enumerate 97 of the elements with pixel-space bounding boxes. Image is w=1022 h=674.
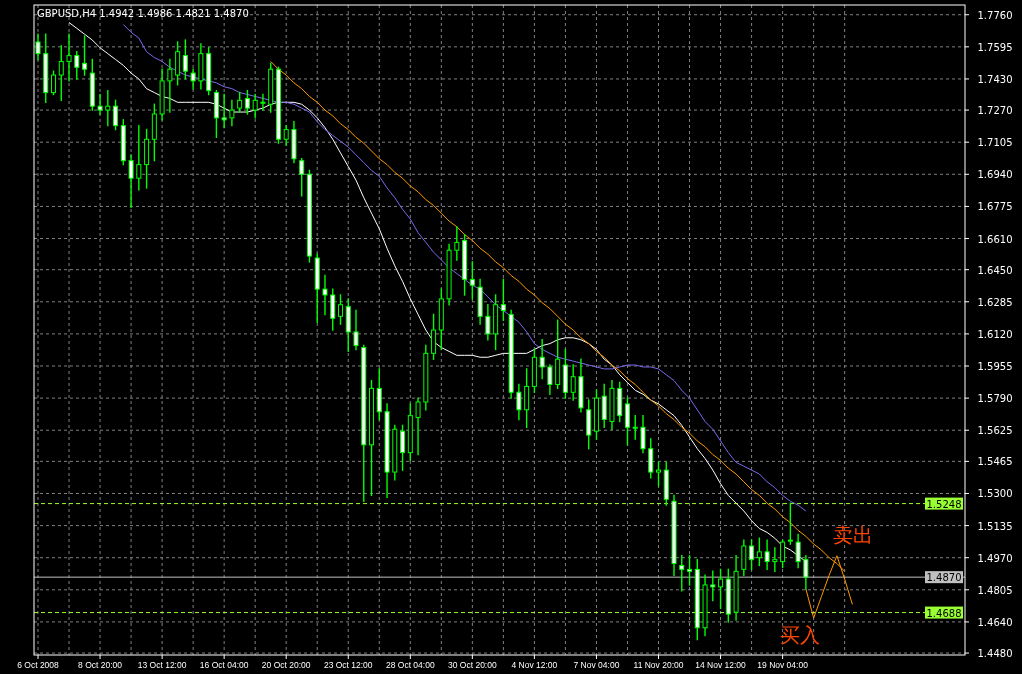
x-tick-label: 30 Oct 20:00 <box>448 660 497 670</box>
candlestick <box>500 278 506 321</box>
y-tick-label: 1.5955 <box>977 361 1013 372</box>
candlestick <box>469 261 475 300</box>
candlestick <box>632 414 638 440</box>
candlestick <box>260 93 266 111</box>
y-tick-label: 1.4640 <box>977 616 1013 628</box>
candlestick <box>741 539 747 576</box>
y-tick-label: 1.6450 <box>977 264 1013 276</box>
candlestick <box>105 89 111 127</box>
annotation: 卖出 <box>832 522 873 547</box>
y-tick-label: 1.5300 <box>977 488 1013 500</box>
candlestick <box>221 93 227 129</box>
candlestick <box>756 537 762 567</box>
chart-title: GBPUSD,H4 1.4942 1.4986 1.4821 1.4870 <box>37 8 249 19</box>
ref-line-label: 1.4688 <box>926 607 962 619</box>
candlestick <box>648 438 654 479</box>
x-tick-label: 14 Nov 12:00 <box>695 660 747 670</box>
candlestick <box>772 547 778 573</box>
candlestick <box>113 99 119 131</box>
y-tick-label: 1.6775 <box>977 201 1013 213</box>
candlestick <box>283 124 289 146</box>
candlestick <box>353 309 359 351</box>
y-tick-label: 1.7760 <box>977 9 1013 21</box>
y-tick-label: 1.7105 <box>977 137 1013 149</box>
annotation: 买入 <box>779 623 820 648</box>
candlestick <box>415 397 421 456</box>
x-tick-label: 20 Oct 20:00 <box>261 660 311 670</box>
candlestick <box>485 304 491 341</box>
y-tick-label: 1.7595 <box>977 41 1013 53</box>
y-tick-label: 1.6610 <box>977 233 1013 245</box>
x-tick-label: 4 Nov 12:00 <box>511 660 558 670</box>
line-series <box>122 23 807 512</box>
candlestick <box>749 539 755 571</box>
candlestick <box>182 39 188 80</box>
x-tick-label: 13 Oct 12:00 <box>137 660 187 670</box>
candlestick <box>322 274 328 316</box>
candlestick <box>167 58 173 113</box>
candlestick <box>376 368 382 421</box>
candlestick <box>624 397 630 446</box>
candlestick <box>136 124 142 191</box>
y-tick-label: 1.5790 <box>977 393 1013 405</box>
y-tick-label: 1.4970 <box>977 552 1013 564</box>
candlestick <box>780 539 786 569</box>
y-tick-label: 1.6120 <box>977 328 1013 340</box>
candlestick <box>190 68 196 90</box>
y-tick-label: 1.6285 <box>977 296 1013 308</box>
x-tick-label: 11 Nov 20:00 <box>633 660 684 670</box>
y-tick-label: 1.5465 <box>977 456 1013 468</box>
y-tick-label: 1.5625 <box>977 425 1013 437</box>
candlestick <box>244 89 250 115</box>
x-tick-label: 8 Oct 20:00 <box>78 660 123 670</box>
ref-line-label: 1.5248 <box>926 498 962 510</box>
ref-line-label: 1.4870 <box>926 572 962 584</box>
y-tick-label: 1.7430 <box>977 73 1013 85</box>
candlestick <box>237 91 243 113</box>
candlestick <box>547 364 553 395</box>
x-tick-label: 6 Oct 2008 <box>17 660 60 670</box>
candlestick <box>539 339 545 380</box>
candlestick <box>570 364 576 401</box>
x-tick-label: 16 Oct 04:00 <box>199 660 249 670</box>
candlestick <box>82 35 88 76</box>
candlestick <box>252 93 258 119</box>
candlestick <box>524 368 530 429</box>
candlestick <box>516 383 522 421</box>
candlestick <box>431 313 437 360</box>
candlestick <box>229 99 235 127</box>
candlestick <box>679 555 685 592</box>
x-tick-label: 23 Oct 12:00 <box>323 660 373 670</box>
candlestick <box>400 424 406 471</box>
y-tick-label: 1.5135 <box>977 520 1013 532</box>
candlestick <box>787 502 793 545</box>
candlestick <box>454 226 460 261</box>
candlestick <box>338 294 343 325</box>
x-tick-label: 19 Nov 04:00 <box>757 660 809 670</box>
x-tick-label: 28 Oct 04:00 <box>385 660 435 670</box>
candlestick <box>718 568 724 609</box>
candlestick <box>710 570 716 602</box>
candlestick <box>764 539 770 571</box>
candlestick <box>66 33 72 82</box>
y-tick-label: 1.7270 <box>977 105 1013 117</box>
candlestick <box>330 288 336 331</box>
candlestick <box>58 45 64 102</box>
candlestick <box>51 70 57 96</box>
candlestick <box>175 41 181 86</box>
candlestick <box>128 154 134 209</box>
candlestick <box>97 93 103 115</box>
candlestick <box>656 461 661 487</box>
candlestick <box>74 51 80 80</box>
candlestick <box>601 383 607 429</box>
y-tick-label: 1.4805 <box>977 584 1013 596</box>
candlestick <box>687 555 693 586</box>
y-tick-label: 1.4480 <box>977 648 1013 660</box>
candlestick <box>640 414 646 454</box>
x-tick-label: 7 Nov 04:00 <box>573 660 620 670</box>
y-tick-label: 1.6940 <box>977 169 1013 181</box>
candlestick <box>299 158 305 197</box>
